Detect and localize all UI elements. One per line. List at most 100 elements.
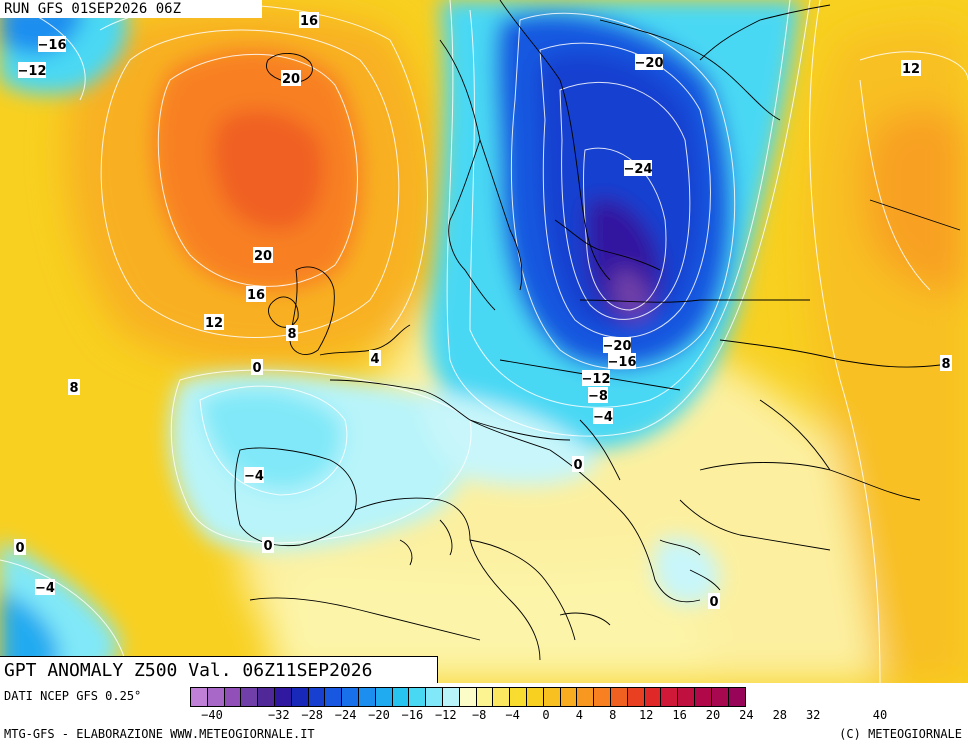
colorbar-swatch	[711, 688, 729, 706]
colorbar-tick-label: 12	[638, 708, 654, 722]
contour-label-bg	[38, 36, 66, 52]
colorbar-swatch	[493, 688, 511, 706]
contour-label: 16	[300, 14, 318, 29]
contour-label: 0	[573, 458, 582, 473]
colorbar-swatch	[358, 688, 376, 706]
colorbar-tick-label: 16	[672, 708, 687, 722]
colorbar-swatch	[543, 688, 561, 706]
colorbar-tick-label: −32	[267, 708, 290, 722]
contour-label-bg	[251, 359, 263, 375]
colorbar-swatch	[627, 688, 645, 706]
contour-label: −20	[603, 339, 632, 354]
colorbar-tick-label: 20	[705, 708, 721, 722]
colorbar-swatch	[728, 688, 746, 706]
colorbar-swatch	[409, 688, 427, 706]
colorbar-tick-label: −24	[334, 708, 357, 722]
colorbar-tick-label: 32	[805, 708, 821, 722]
colorbar-swatch	[308, 688, 326, 706]
copyright-text: (C) METEOGIORNALE	[839, 727, 962, 741]
colorbar-tick-label: 40	[872, 708, 888, 722]
colorbar-swatch	[375, 688, 393, 706]
contour-label: −12	[582, 372, 611, 387]
contour-label-bg	[68, 379, 80, 395]
colorbar-swatch	[224, 688, 242, 706]
contour-label-bg	[901, 60, 921, 76]
anomaly-map: −16−1216202016128408−400−4−20−24−20−16−1…	[0, 0, 968, 683]
contour-label-bg	[204, 314, 224, 330]
contour-label: 8	[287, 327, 296, 342]
contour-label: 0	[252, 361, 261, 376]
colorbar-ticks: −40 −32 −28 −24 −20 −16 −12 −8 −4 0 4 8 12 16 20 24 28 32…	[0, 708, 968, 724]
contour-label-bg	[262, 537, 274, 553]
colorbar	[190, 687, 747, 707]
contour-label: 12	[205, 316, 223, 331]
colorbar-tick-label: −40	[201, 708, 223, 722]
contour-label-bg	[708, 593, 720, 609]
colorbar-swatch	[694, 688, 712, 706]
contour-label-bg	[281, 70, 301, 86]
colorbar-tick-label: −28	[301, 708, 324, 722]
contour-label: 12	[902, 62, 920, 77]
contour-label: 4	[370, 352, 379, 367]
colorbar-swatch	[594, 688, 611, 706]
run-label: RUN GFS 01SEP2026 06Z	[0, 0, 262, 18]
contour-label-bg	[244, 467, 264, 483]
colorbar-tick-label: −12	[434, 708, 457, 722]
contour-label: −4	[593, 410, 613, 425]
colorbar-swatch	[577, 688, 595, 706]
colorbar-swatch	[459, 688, 477, 706]
contour-label: 8	[69, 381, 78, 396]
contour-label: 20	[282, 72, 300, 87]
contour-label-bg	[635, 54, 663, 70]
colorbar-swatch	[241, 688, 259, 706]
contour-label: −20	[635, 56, 664, 71]
colorbar-swatch	[426, 688, 443, 706]
contour-label-bg	[624, 160, 652, 176]
contour-label-bg	[588, 387, 608, 403]
contour-label: 8	[941, 357, 950, 372]
colorbar-tick-label: 4	[575, 708, 584, 722]
contour-label-bg	[35, 579, 55, 595]
contour-label-bg	[369, 350, 381, 366]
colorbar-tick-label: −4	[505, 708, 520, 722]
colorbar-tick-label: −16	[401, 708, 424, 722]
colorbar-swatch	[342, 688, 359, 706]
contour-label: −12	[18, 64, 47, 79]
contour-label-bg	[940, 355, 952, 371]
contour-label: 0	[15, 541, 24, 556]
colorbar-swatch	[258, 688, 275, 706]
contour-label-bg	[608, 353, 636, 369]
colorbar-swatch	[392, 688, 410, 706]
anomaly-detail	[0, 0, 800, 683]
contour-labels: −16−1216202016128408−400−4−20−24−20−16−1…	[14, 12, 952, 610]
colorbar-swatch	[191, 688, 208, 706]
contour-label: −16	[608, 355, 637, 370]
colorbar-swatch	[526, 688, 544, 706]
colorbar-tick-label: 24	[739, 708, 754, 722]
contour-label: −4	[35, 581, 55, 596]
contour-label-bg	[582, 370, 610, 386]
colorbar-tick-label: 28	[772, 708, 788, 722]
contour-label: 0	[263, 539, 272, 554]
contour-label: −8	[588, 389, 608, 404]
colorbar-swatch	[560, 688, 578, 706]
colorbar-swatch	[610, 688, 628, 706]
contour-label-bg	[593, 408, 613, 424]
contour-label-bg	[299, 12, 319, 28]
contour-label: −4	[244, 469, 264, 484]
colorbar-tick-label: 8	[609, 708, 617, 722]
contour-label-bg	[18, 62, 46, 78]
colorbar-swatch	[207, 688, 225, 706]
contour-label: −16	[38, 38, 67, 53]
colorbar-tick-label: −20	[368, 708, 390, 722]
contour-label-bg	[253, 247, 273, 263]
map-title: GPT ANOMALY Z500 Val. 06Z11SEP2026	[0, 656, 438, 683]
contour-label-bg	[246, 286, 266, 302]
contour-label-bg	[572, 456, 584, 472]
source-text: DATI NCEP GFS 0.25°	[4, 689, 142, 703]
colorbar-swatch	[274, 688, 292, 706]
contour-label-bg	[286, 325, 298, 341]
colorbar-swatch	[678, 688, 695, 706]
colorbar-tick-label: −8	[471, 708, 487, 722]
